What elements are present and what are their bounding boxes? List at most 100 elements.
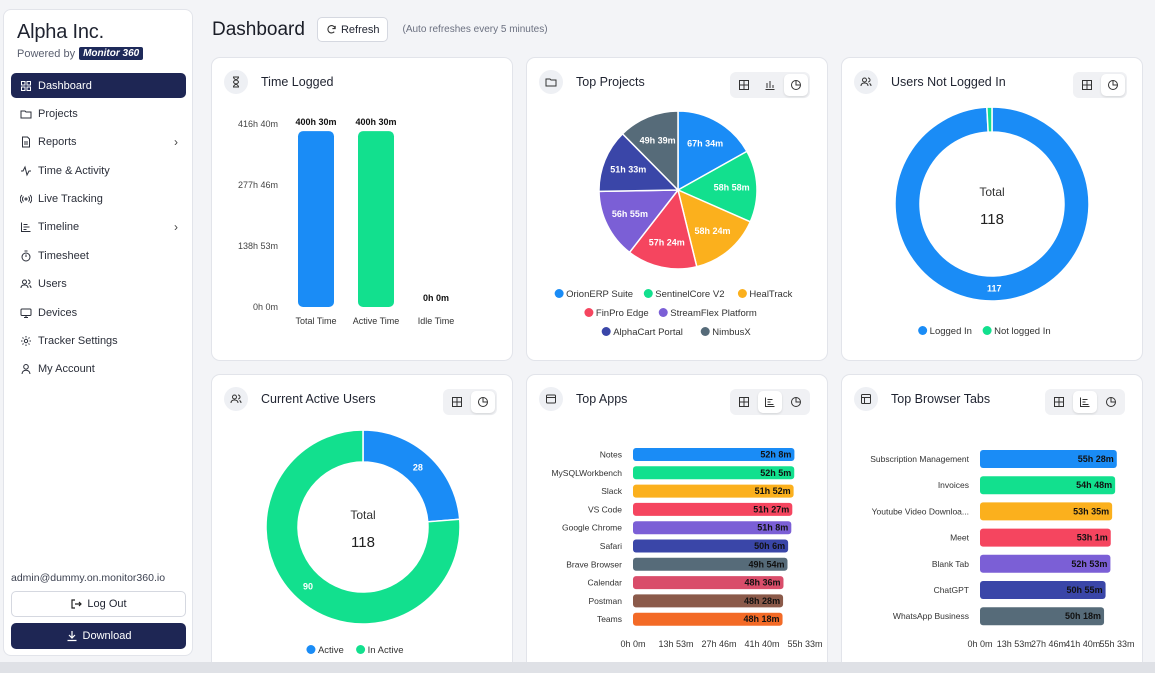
pie-data-label: 57h 24m <box>649 238 685 248</box>
donut-data-label: 90 <box>303 582 313 592</box>
horizontal-bar-icon <box>765 397 775 407</box>
pie-view-button[interactable] <box>1101 74 1125 96</box>
card-header: Current Active Users <box>224 387 376 411</box>
legend-swatch <box>982 326 992 335</box>
table-icon <box>1082 80 1092 90</box>
x-tick-label: Total Time <box>295 316 336 326</box>
hbar-view-button[interactable] <box>1073 391 1097 413</box>
hourglass-icon <box>224 70 248 94</box>
top-apps-card: Top Apps Notes 52h 8m MySQLWorkbench 52h 5m… <box>526 374 828 673</box>
donut-slice-active <box>362 429 461 523</box>
view-toggle <box>1045 389 1125 415</box>
bar-view-button[interactable] <box>758 74 782 96</box>
category-label: Youtube Video Downloa... <box>872 506 969 516</box>
donut-slice-logged-in <box>894 106 1090 302</box>
sidebar-item-users[interactable]: Users <box>11 272 186 297</box>
legend-swatch <box>918 326 928 335</box>
pie-chart-icon <box>478 397 488 407</box>
sidebar-item-live-tracking[interactable]: Live Tracking <box>11 187 186 212</box>
x-tick-label: 41h 40m <box>1065 639 1100 649</box>
table-view-button[interactable] <box>732 74 756 96</box>
download-button[interactable]: Download <box>11 623 186 649</box>
time-logged-card: Time Logged 0h 0m 138h 53m 277h 46m 416h 40… <box>211 57 513 361</box>
sidebar-item-reports[interactable]: Reports › <box>11 130 186 155</box>
sidebar-item-timeline[interactable]: Timeline › <box>11 215 186 240</box>
category-label: Teams <box>597 614 622 624</box>
category-label: VS Code <box>588 504 622 514</box>
logout-button[interactable]: Log Out <box>11 591 186 617</box>
top-projects-chart: 67h 34m 58h 58m 58h 24m 57h 24m 56h 55m 51h 3… <box>554 110 793 338</box>
x-tick-label: Idle Time <box>418 316 455 326</box>
view-toggle <box>443 389 497 415</box>
card-header: Top Browser Tabs <box>854 387 990 411</box>
pie-view-button[interactable] <box>471 391 495 413</box>
pie-view-button[interactable] <box>1099 391 1123 413</box>
sidebar-item-label: Timesheet <box>38 249 89 262</box>
bar-data-label: 51h 8m <box>757 523 788 533</box>
sidebar-item-devices[interactable]: Devices <box>11 300 186 325</box>
pie-view-button[interactable] <box>784 74 808 96</box>
refresh-button[interactable]: Refresh <box>316 17 389 42</box>
x-tick-label: Active Time <box>353 316 400 326</box>
brand: Alpha Inc. Powered by Monitor 360 <box>17 21 144 60</box>
table-view-button[interactable] <box>445 391 469 413</box>
category-label: MySQLWorkbench <box>551 468 622 478</box>
legend-label: NimbusX <box>712 327 751 338</box>
gear-icon <box>19 335 32 348</box>
pie-slice-streamflex-platform <box>598 189 680 254</box>
table-view-button[interactable] <box>1075 74 1099 96</box>
view-toggle <box>730 72 810 98</box>
brand-name: Alpha Inc. <box>17 21 104 43</box>
horizontal-scrollbar[interactable] <box>0 662 1155 673</box>
bar-data-label: 52h 5m <box>760 468 791 478</box>
pie-view-button[interactable] <box>784 391 808 413</box>
pie-data-label: 49h 39m <box>640 135 676 145</box>
sidebar-item-my-account[interactable]: My Account <box>11 357 186 382</box>
download-icon <box>67 631 77 642</box>
sidebar-item-projects[interactable]: Projects <box>11 101 186 126</box>
powered-by: Powered by Monitor 360 <box>17 47 144 60</box>
bar-total-time <box>298 131 334 307</box>
table-view-button[interactable] <box>732 391 756 413</box>
sidebar-item-dashboard[interactable]: Dashboard <box>11 73 186 98</box>
pie-chart-icon <box>1108 80 1118 90</box>
x-tick-label: 27h 46m <box>701 639 736 649</box>
bar-brave-browser <box>633 557 788 571</box>
category-label: Notes <box>600 450 622 460</box>
bar-calendar <box>633 576 784 590</box>
bar-mysqlworkbench <box>633 466 795 480</box>
page-header: Dashboard Refresh (Auto refreshes every … <box>212 17 548 42</box>
category-label: WhatsApp Business <box>893 611 969 621</box>
view-toggle <box>730 389 810 415</box>
pie-data-label: 51h 33m <box>610 165 646 175</box>
bar-data-label: 51h 52m <box>755 486 791 496</box>
x-tick-label: 55h 33m <box>787 639 822 649</box>
pie-slice-sentinelcore-v2 <box>676 150 758 223</box>
bar-invoices <box>980 476 1116 495</box>
bar-data-label: 53h 35m <box>1073 506 1109 516</box>
donut-slice-in-active <box>265 429 461 625</box>
top-apps-chart: Notes 52h 8m MySQLWorkbench 52h 5m Slack 51h … <box>551 448 823 649</box>
sidebar-item-tracker-settings[interactable]: Tracker Settings <box>11 329 186 354</box>
sidebar-item-label: Dashboard <box>38 79 92 92</box>
category-label: Blank Tab <box>932 559 969 569</box>
folder-icon <box>19 107 32 120</box>
card-title: Time Logged <box>261 75 334 89</box>
sidebar-item-label: Users <box>38 278 67 291</box>
sidebar-item-label: Tracker Settings <box>38 335 118 348</box>
bar-data-label: 400h 30m <box>295 117 336 127</box>
table-view-button[interactable] <box>1047 391 1071 413</box>
legend-label: Active <box>318 645 344 656</box>
bar-postman <box>633 594 784 608</box>
pie-chart-icon <box>791 80 801 90</box>
hbar-view-button[interactable] <box>758 391 782 413</box>
sidebar-item-timesheet[interactable]: Timesheet <box>11 243 186 268</box>
sidebar-item-time-activity[interactable]: Time & Activity <box>11 158 186 183</box>
pie-slice-nimbusx <box>621 110 679 192</box>
auto-refresh-note: (Auto refreshes every 5 minutes) <box>402 24 548 35</box>
x-tick-label: 41h 40m <box>744 639 779 649</box>
pie-slice-alphacart-portal <box>598 132 680 193</box>
pie-data-label: 58h 24m <box>695 226 731 236</box>
legend-label: Logged In <box>930 326 972 337</box>
activity-icon <box>19 164 32 177</box>
